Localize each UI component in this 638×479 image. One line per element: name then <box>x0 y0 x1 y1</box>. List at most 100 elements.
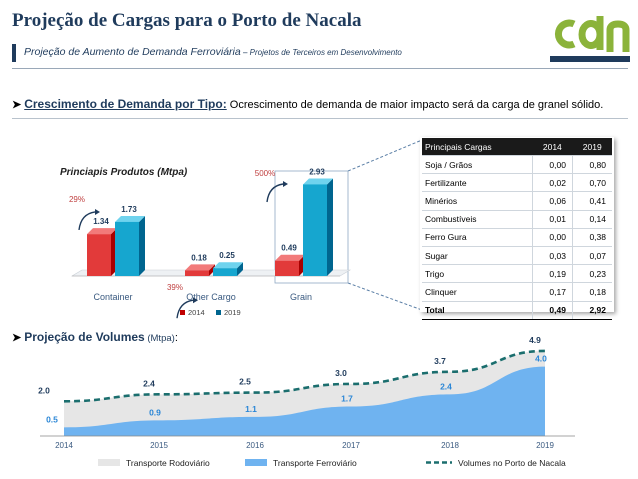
bar-2014-other-cargo <box>185 264 215 276</box>
cdn-logo: cdn <box>550 14 630 62</box>
bar-front <box>303 184 327 276</box>
bar-value-label: 1.73 <box>121 205 137 214</box>
bar-chart: Princiapis Produtos (Mtpa) Container 1.34… <box>60 167 352 319</box>
bullet-arrow-icon: ➤ <box>12 332 22 344</box>
rail-value-label: 4.0 <box>535 354 547 364</box>
growth-arrow-icon <box>266 183 284 203</box>
table-row: Sugar 0,03 0,07 <box>422 246 612 266</box>
logo-letter-d <box>578 16 604 50</box>
growth-label: 29% <box>69 195 85 204</box>
legend-label-road: Transporte Rodoviário <box>126 458 210 468</box>
growth-arrow-icon <box>78 211 96 231</box>
table-cell-2019: 0,80 <box>571 155 612 175</box>
cargo-table: Principais Cargas 2014 2019 Soja / Grãos… <box>422 138 612 320</box>
bullet-divider <box>12 118 628 119</box>
bar-front <box>275 260 299 276</box>
table-cell-2014: 0,06 <box>531 191 573 211</box>
table-row: Ferro Gura 0,00 0,38 <box>422 228 612 247</box>
bullet-volumes-colon: : <box>174 332 178 344</box>
x-tick-label: Other Cargo <box>186 292 236 302</box>
rail-value-label: 1.1 <box>245 404 257 414</box>
bullet-volumes: ➤ Projeção de Volumes (Mtpa): <box>12 330 178 344</box>
subtitle-small: Projetos de Terceiros em Desenvolvimento <box>249 48 402 57</box>
bar-chart-plot: Container 1.34 1.73 29% Other Cargo 0.18 0.25 3… <box>69 167 352 319</box>
x-tick-label: 2016 <box>246 441 264 450</box>
x-tick-label: 2015 <box>150 441 168 450</box>
bar-top <box>87 228 117 235</box>
rail-value-label: 1.7 <box>341 393 353 403</box>
table-cell-2019: 0,70 <box>571 173 612 193</box>
bullet-volumes-heading: Projeção de Volumes <box>24 330 145 344</box>
table-cell-2014: 0,19 <box>531 264 573 284</box>
table-cell-2019: 0,14 <box>571 210 612 229</box>
table-header-cargo: Principais Cargas <box>422 138 533 156</box>
subtitle-accent-bar <box>12 44 16 62</box>
x-tick-label: 2019 <box>536 441 554 450</box>
table-cell-2014: 0,01 <box>531 210 573 229</box>
legend-label-rail: Transporte Ferroviário <box>273 458 357 468</box>
table-cell-2014: 0,00 <box>531 228 573 247</box>
table-cell-cargo: Soja / Grãos <box>422 155 533 175</box>
total-value-label: 2.4 <box>143 378 155 388</box>
rail-value-label: 0.9 <box>149 407 161 417</box>
table-cell-cargo: Trigo <box>422 264 533 284</box>
bar-side <box>327 178 333 276</box>
bar-side <box>139 215 145 276</box>
bar-top <box>185 264 215 271</box>
header-divider <box>12 68 628 69</box>
bullet-volumes-unit: (Mtpa) <box>144 333 175 344</box>
table-cell-cargo: Ferro Gura <box>422 228 533 247</box>
page-title: Projeção de Cargas para o Porto de Nacal… <box>12 10 362 31</box>
rail-value-label: 0.5 <box>46 414 58 424</box>
table-cell-2014: 0,03 <box>531 246 573 266</box>
bar-value-label: 0.49 <box>281 244 297 253</box>
area-rail <box>64 366 545 436</box>
total-value-label: 3.7 <box>434 356 446 366</box>
x-tick-label: Grain <box>290 292 312 302</box>
table-row: Minérios 0,06 0,41 <box>422 191 612 211</box>
table-cell-cargo: Fertilizante <box>422 173 533 193</box>
subtitle-separator: – <box>240 48 250 57</box>
legend-label-2014: 2014 <box>188 308 205 317</box>
bar-2014-grain <box>275 254 305 276</box>
rail-value-label: 2.4 <box>440 381 452 391</box>
table-total-label: Total <box>422 300 533 320</box>
bar-front <box>115 221 139 276</box>
bar-side <box>209 264 215 276</box>
legend-swatch-2014 <box>180 310 185 315</box>
table-row: Soja / Grãos 0,00 0,80 <box>422 155 612 175</box>
growth-arrow-head <box>95 208 100 215</box>
area-chart: 2014 2.0 0.5 2015 2.4 0.9 2016 2.5 1.1 2017 3.0 1.7… <box>38 335 575 468</box>
growth-arrow-head <box>283 181 288 187</box>
table-header-2019: 2019 <box>572 138 612 156</box>
legend-label-port: Volumes no Porto de Nacala <box>458 458 566 468</box>
bar-value-label: 0.25 <box>219 251 235 260</box>
table-total-row: Total 0,49 2,92 <box>422 300 612 320</box>
growth-arrow-head <box>193 297 198 304</box>
total-value-label: 2.5 <box>239 377 251 387</box>
total-value-label: 2.0 <box>38 385 50 395</box>
table-cell-2019: 0,41 <box>571 191 612 211</box>
table-total-2019: 2,92 <box>571 300 612 320</box>
table-row: Fertilizante 0,02 0,70 <box>422 173 612 193</box>
table-cell-2019: 0,23 <box>571 264 612 284</box>
bar-value-label: 1.34 <box>93 217 109 226</box>
table-row: Combustíveis 0,01 0,14 <box>422 210 612 229</box>
growth-label: 500% <box>255 169 275 178</box>
x-tick-label: 2014 <box>55 441 73 450</box>
x-tick-label: 2018 <box>441 441 459 450</box>
bullet-growth: ➤ Crescimento de Demanda por Tipo: Ocresc… <box>12 97 603 111</box>
bar-front <box>87 234 111 276</box>
bar-top <box>213 262 243 269</box>
x-tick-label: 2017 <box>342 441 360 450</box>
bar-front <box>213 268 237 276</box>
total-value-label: 4.9 <box>529 335 541 345</box>
x-tick-label: Container <box>93 292 132 302</box>
logo-letter-c <box>554 19 576 49</box>
total-value-label: 3.0 <box>335 368 347 378</box>
bar-top <box>115 215 145 222</box>
table-row: Clinquer 0,17 0,18 <box>422 282 612 302</box>
bar-2019-grain <box>303 178 333 276</box>
table-cell-2014: 0,17 <box>531 282 573 302</box>
